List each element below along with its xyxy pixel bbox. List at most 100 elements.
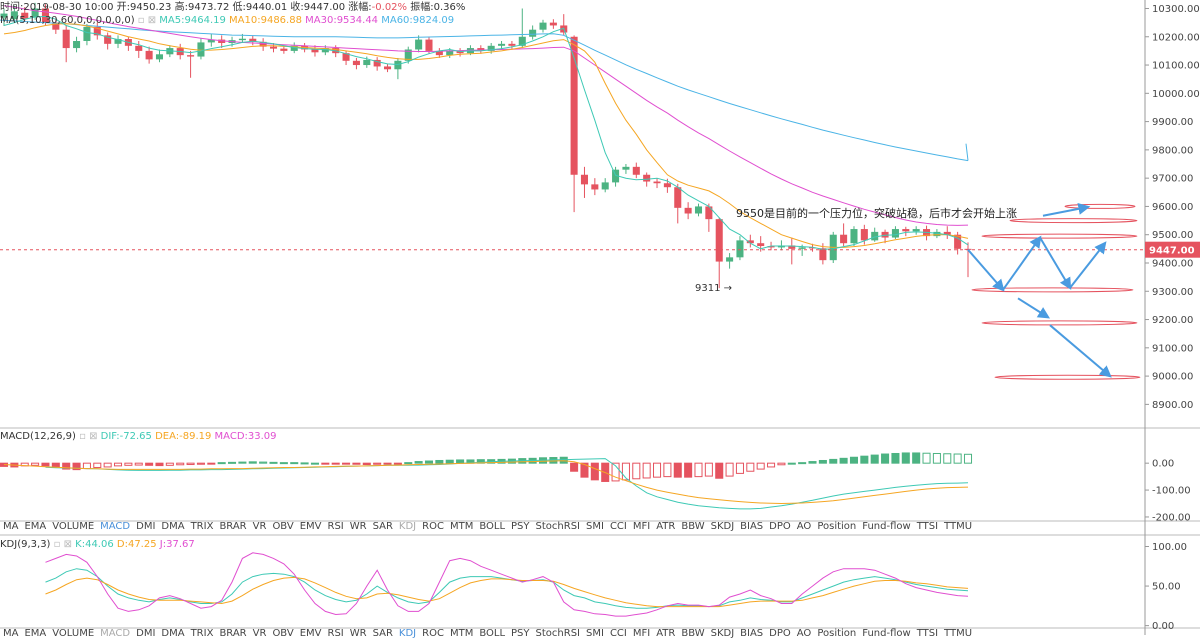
indicator-tab-mtm[interactable]: MTM [449, 628, 474, 639]
indicator-tab-mfi[interactable]: MFI [632, 521, 651, 532]
indicator-tab-mtm[interactable]: MTM [449, 521, 474, 532]
indicator-tab-position[interactable]: Position [817, 628, 857, 639]
indicator-tab-cci[interactable]: CCI [609, 628, 627, 639]
indicator-tab-vr[interactable]: VR [252, 628, 267, 639]
indicator-tab-bias[interactable]: BIAS [740, 521, 764, 532]
high-value: 9473.72 [188, 2, 233, 13]
indicator-tab-dpo[interactable]: DPO [769, 628, 791, 639]
candle-body [384, 66, 392, 70]
indicator-tab-mfi[interactable]: MFI [632, 628, 651, 639]
candle-body [21, 12, 29, 19]
indicator-tab-ttmu[interactable]: TTMU [944, 628, 973, 639]
indicator-tab-atr[interactable]: ATR [656, 521, 676, 532]
macd-histogram-bar [424, 460, 434, 464]
indicator-tab-smi[interactable]: SMI [586, 628, 604, 639]
indicator-tab-rsi[interactable]: RSI [327, 628, 344, 639]
indicator-tab-dmi[interactable]: DMI [136, 521, 156, 532]
macd-histogram-bar [31, 462, 40, 466]
macd-histogram-bar [694, 462, 703, 478]
macd-axis-tick-label: -200.00 [1152, 512, 1191, 523]
indicator-tab-ema[interactable]: EMA [24, 628, 47, 639]
indicator-tab-fund-flow[interactable]: Fund-flow [862, 521, 911, 532]
indicator-tab-ttmu[interactable]: TTMU [944, 521, 973, 532]
candle-body [902, 229, 910, 232]
indicator-tab-roc[interactable]: ROC [422, 628, 444, 639]
indicator-tab-brar[interactable]: BRAR [219, 628, 247, 639]
price-axis-tick-label: 8900.00 [1152, 400, 1193, 411]
candle-body [41, 8, 49, 23]
indicator-tab-ttsi[interactable]: TTSI [916, 628, 939, 639]
candle-body [404, 49, 412, 61]
indicator-tab-rsi[interactable]: RSI [327, 521, 344, 532]
indicator-tab-dma[interactable]: DMA [161, 628, 185, 639]
macd-axis-tick-label: -100.00 [1152, 486, 1191, 497]
indicator-tab-ma[interactable]: MA [3, 628, 19, 639]
candle-body [342, 53, 350, 61]
indicator-tab-dma[interactable]: DMA [161, 521, 185, 532]
indicator-tab-brar[interactable]: BRAR [219, 521, 247, 532]
indicator-tab-fund-flow[interactable]: Fund-flow [862, 628, 911, 639]
price-axis-tick-label: 9400.00 [1152, 258, 1193, 269]
indicator-tab-trix[interactable]: TRIX [190, 628, 214, 639]
indicator-tab-psy[interactable]: PSY [511, 521, 530, 532]
scenario-arrow-down-4 [1049, 324, 1112, 378]
indicator-tab-wr[interactable]: WR [349, 628, 367, 639]
indicator-tab-bbw[interactable]: BBW [681, 521, 705, 532]
ma-legend-item: MA30:9534.44 [305, 15, 381, 26]
indicator-tab-macd[interactable]: MACD [100, 521, 131, 532]
indicator-tab-sar[interactable]: SAR [372, 521, 393, 532]
indicator-tab-ema[interactable]: EMA [24, 521, 47, 532]
scenario-arrow-down-1 [967, 249, 1005, 292]
indicator-tab-volume[interactable]: VOLUME [52, 628, 95, 639]
candle-body [321, 48, 329, 53]
indicator-tab-skdj[interactable]: SKDJ [710, 628, 735, 639]
indicator-tab-bbw[interactable]: BBW [681, 628, 705, 639]
indicator-tab-ma[interactable]: MA [3, 521, 19, 532]
macd-histogram-bar [186, 462, 195, 466]
macd-histogram-bar [798, 462, 807, 465]
indicator-tab-stochrsi[interactable]: StochRSI [535, 521, 580, 532]
indicator-tab-kdj[interactable]: KDJ [398, 521, 417, 532]
indicator-tab-emv[interactable]: EMV [299, 628, 322, 639]
indicator-tab-volume[interactable]: VOLUME [52, 521, 95, 532]
candle-body [518, 36, 526, 46]
indicator-tab-trix[interactable]: TRIX [190, 521, 214, 532]
ma-legend: MA(5,10,30,60,0,0,0,0,0,0) ▫ ⊠ MA5:9464.… [0, 15, 454, 26]
indicator-tab-boll[interactable]: BOLL [479, 521, 506, 532]
macd-histogram-bar [82, 462, 91, 470]
indicator-tab-stochrsi[interactable]: StochRSI [535, 628, 580, 639]
candle-body [31, 8, 39, 17]
indicator-tab-macd[interactable]: MACD [100, 628, 131, 639]
indicator-tab-ttsi[interactable]: TTSI [916, 521, 939, 532]
indicator-tab-emv[interactable]: EMV [299, 521, 322, 532]
indicator-tab-atr[interactable]: ATR [656, 628, 676, 639]
indicator-tab-obv[interactable]: OBV [272, 521, 294, 532]
indicator-tab-cci[interactable]: CCI [609, 521, 627, 532]
indicator-tab-ao[interactable]: AO [796, 521, 812, 532]
indicator-tab-position[interactable]: Position [817, 521, 857, 532]
indicator-tab-sar[interactable]: SAR [372, 628, 393, 639]
indicator-tab-skdj[interactable]: SKDJ [710, 521, 735, 532]
candle-body [83, 26, 91, 42]
macd-histogram-bar [414, 461, 423, 464]
indicator-tab-kdj[interactable]: KDJ [398, 628, 417, 639]
close-value: 9447.00 [304, 2, 349, 13]
indicator-tab-ao[interactable]: AO [796, 628, 812, 639]
macd-histogram-bar [269, 461, 278, 464]
indicator-tab-dmi[interactable]: DMI [136, 628, 156, 639]
indicator-tab-bias[interactable]: BIAS [740, 628, 764, 639]
candle-body [943, 231, 951, 235]
indicator-tab-psy[interactable]: PSY [511, 628, 530, 639]
indicator-tab-wr[interactable]: WR [349, 521, 367, 532]
indicator-tab-dpo[interactable]: DPO [769, 521, 791, 532]
indicator-tab-boll[interactable]: BOLL [479, 628, 506, 639]
indicator-tab-vr[interactable]: VR [252, 521, 267, 532]
indicator-tab-obv[interactable]: OBV [272, 628, 294, 639]
candle-body [891, 229, 899, 238]
current-price-label: 9447.00 [1149, 246, 1195, 257]
candle-body [746, 240, 754, 244]
indicator-tab-smi[interactable]: SMI [586, 521, 604, 532]
indicator-tab-roc[interactable]: ROC [422, 521, 444, 532]
macd-histogram-bar [72, 462, 81, 471]
macd-histogram-bar [393, 462, 402, 465]
